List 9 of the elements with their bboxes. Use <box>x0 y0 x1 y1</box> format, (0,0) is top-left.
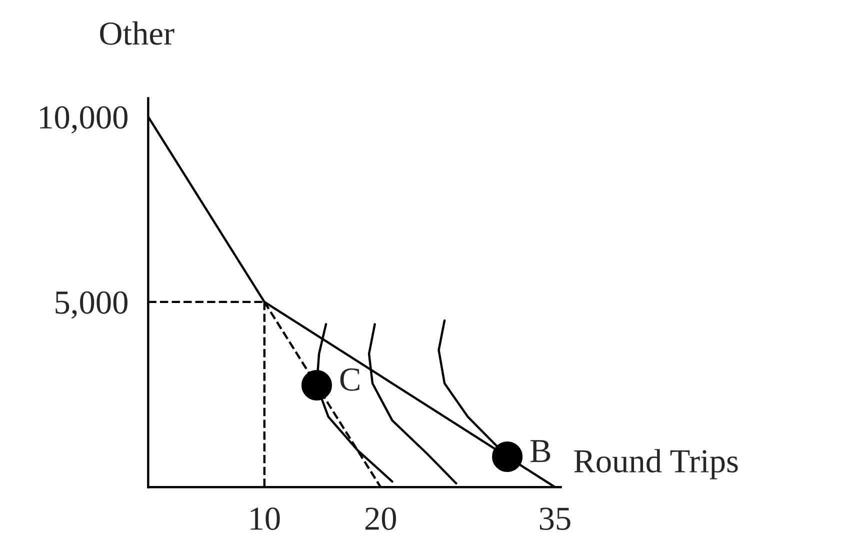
x-tick-label: 10 <box>250 507 280 530</box>
y-tick-label: 10,000 <box>40 106 128 134</box>
x-axis-title: Round Trips <box>574 449 738 480</box>
x-tick-label: 35 <box>540 508 570 530</box>
annotation: C <box>340 368 360 391</box>
x-tick-label: 20 <box>365 507 396 530</box>
y-tick-label: 5,000 <box>56 291 128 319</box>
y-axis-title: Other <box>100 21 174 45</box>
annotation: B <box>530 440 550 462</box>
